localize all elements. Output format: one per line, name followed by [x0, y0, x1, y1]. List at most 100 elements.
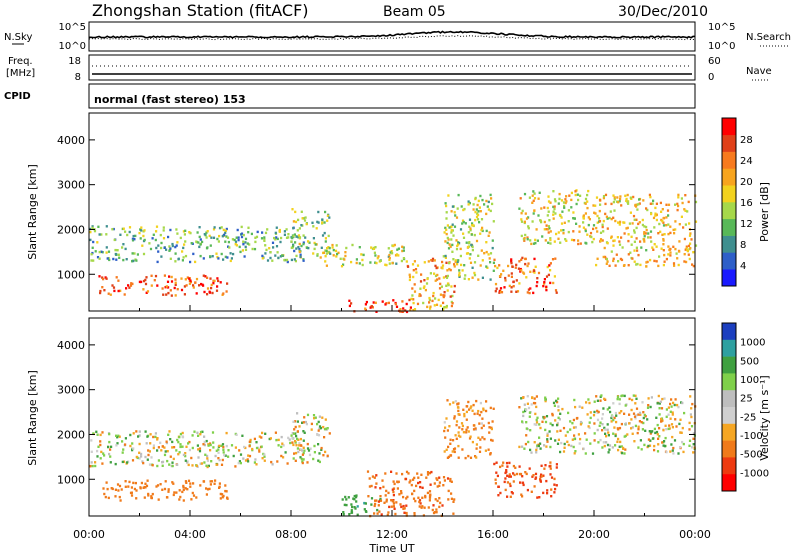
velocity-echo-cell [521, 495, 524, 498]
velocity-echo-cell [135, 497, 138, 500]
noise-left-tick-top: 10^5 [59, 22, 86, 33]
power-echo-cell [612, 244, 615, 247]
power-echo-cell [471, 248, 474, 252]
velocity-echo-cell [208, 487, 211, 491]
power-echo-cell [299, 253, 302, 256]
power-echo-cell [124, 230, 127, 233]
velocity-echo-cell [621, 451, 624, 455]
power-echo-cell [370, 305, 373, 308]
power-echo-cell [567, 220, 570, 223]
power-echo-cell [327, 246, 330, 249]
power-echo-cell [453, 265, 456, 268]
velocity-echo-cell [446, 477, 450, 480]
power-echo-cell [293, 249, 296, 253]
velocity-echo-cell [670, 423, 674, 426]
velocity-echo-cell [647, 438, 650, 441]
power-echo-cell [533, 269, 536, 272]
velocity-echo-cell [299, 448, 302, 451]
power-echo-cell [447, 247, 451, 250]
power-echo-cell [448, 226, 451, 229]
velocity-echo-cell [506, 481, 509, 484]
power-echo-cell [558, 197, 561, 201]
power-echo-cell [242, 243, 245, 246]
velocity-colorbar-swatch [722, 339, 736, 357]
power-echo-cell [400, 259, 403, 263]
power-echo-cell [291, 236, 294, 240]
velocity-echo-cell [146, 458, 149, 461]
power-echo-cell [101, 286, 104, 289]
power-echo-cell [601, 239, 604, 242]
velocity-echo-cell [539, 442, 542, 445]
power-echo-cell [634, 203, 637, 207]
power-echo-cell [412, 301, 415, 305]
power-echo-cell [192, 252, 195, 256]
power-echo-cell [552, 190, 555, 193]
time-tick-label: 00:00 [679, 528, 711, 541]
power-echo-cell [676, 202, 679, 206]
power-echo-cell [312, 225, 315, 228]
power-echo-cell [635, 263, 638, 266]
power-echo-cell [557, 231, 560, 234]
velocity-echo-cell [101, 431, 104, 434]
velocity-echo-cell [623, 394, 626, 398]
power-echo-cell [447, 238, 450, 241]
power-echo-cell [422, 301, 425, 305]
velocity-echo-cell [542, 474, 545, 477]
power-echo-cell [458, 274, 461, 277]
velocity-echo-cell [171, 446, 174, 449]
power-echo-cell [290, 258, 293, 262]
power-echo-cell [449, 245, 452, 248]
power-echo-cell [534, 238, 537, 242]
power-echo-cell [111, 228, 114, 231]
power-echo-cell [543, 220, 546, 224]
power-echo-cell [243, 255, 246, 258]
power-echo-cell [635, 203, 639, 206]
power-echo-cell [592, 237, 595, 241]
power-echo-cell [494, 290, 497, 293]
power-echo-cell [139, 237, 142, 240]
power-echo-cell [375, 261, 378, 265]
cpid-panel: CPID normal (fast stereo) 153 [4, 83, 696, 109]
velocity-echo-cell [461, 448, 464, 451]
velocity-echo-cell [181, 435, 185, 439]
velocity-echo-cell [111, 487, 114, 491]
velocity-echo-cell [175, 449, 178, 452]
velocity-echo-cell [102, 487, 105, 490]
power-echo-cell [684, 248, 687, 251]
velocity-echo-cell [675, 425, 678, 428]
velocity-echo-cell [156, 437, 159, 440]
power-echo-cell [518, 282, 521, 285]
power-echo-cell [442, 301, 445, 305]
velocity-echo-cell [100, 450, 103, 454]
velocity-echo-cell [442, 476, 446, 479]
power-echo-cell [604, 255, 607, 259]
velocity-echo-cell [504, 477, 507, 480]
velocity-echo-cell [227, 455, 230, 458]
velocity-echo-cell [289, 441, 292, 445]
power-echo-cell [439, 293, 442, 296]
power-echo-cell [511, 265, 514, 268]
power-echo-cell [534, 241, 537, 245]
power-echo-cell [411, 263, 415, 266]
velocity-echo-cell [491, 439, 494, 442]
power-echo-cell [453, 263, 456, 266]
power-echo-cell [387, 301, 390, 305]
velocity-echo-cell [690, 415, 693, 419]
power-echo-cell [486, 205, 489, 208]
power-echo-cell [105, 277, 108, 280]
power-echo-cell [613, 209, 616, 212]
velocity-echo-cell [679, 431, 682, 434]
velocity-echo-cell [405, 497, 408, 500]
power-echo-cell [392, 244, 395, 248]
power-echo-cell [485, 265, 488, 268]
velocity-echo-cell [131, 448, 134, 452]
velocity-echo-cell [452, 401, 455, 404]
power-echo-cell [300, 210, 303, 213]
power-echo-cell [295, 235, 298, 238]
power-plot-background [89, 113, 695, 311]
power-echo-cell [645, 265, 648, 268]
velocity-echo-cell [555, 463, 558, 466]
velocity-echo-cell [634, 417, 637, 420]
velocity-echo-cell [301, 449, 304, 452]
velocity-echo-cell [306, 447, 310, 450]
